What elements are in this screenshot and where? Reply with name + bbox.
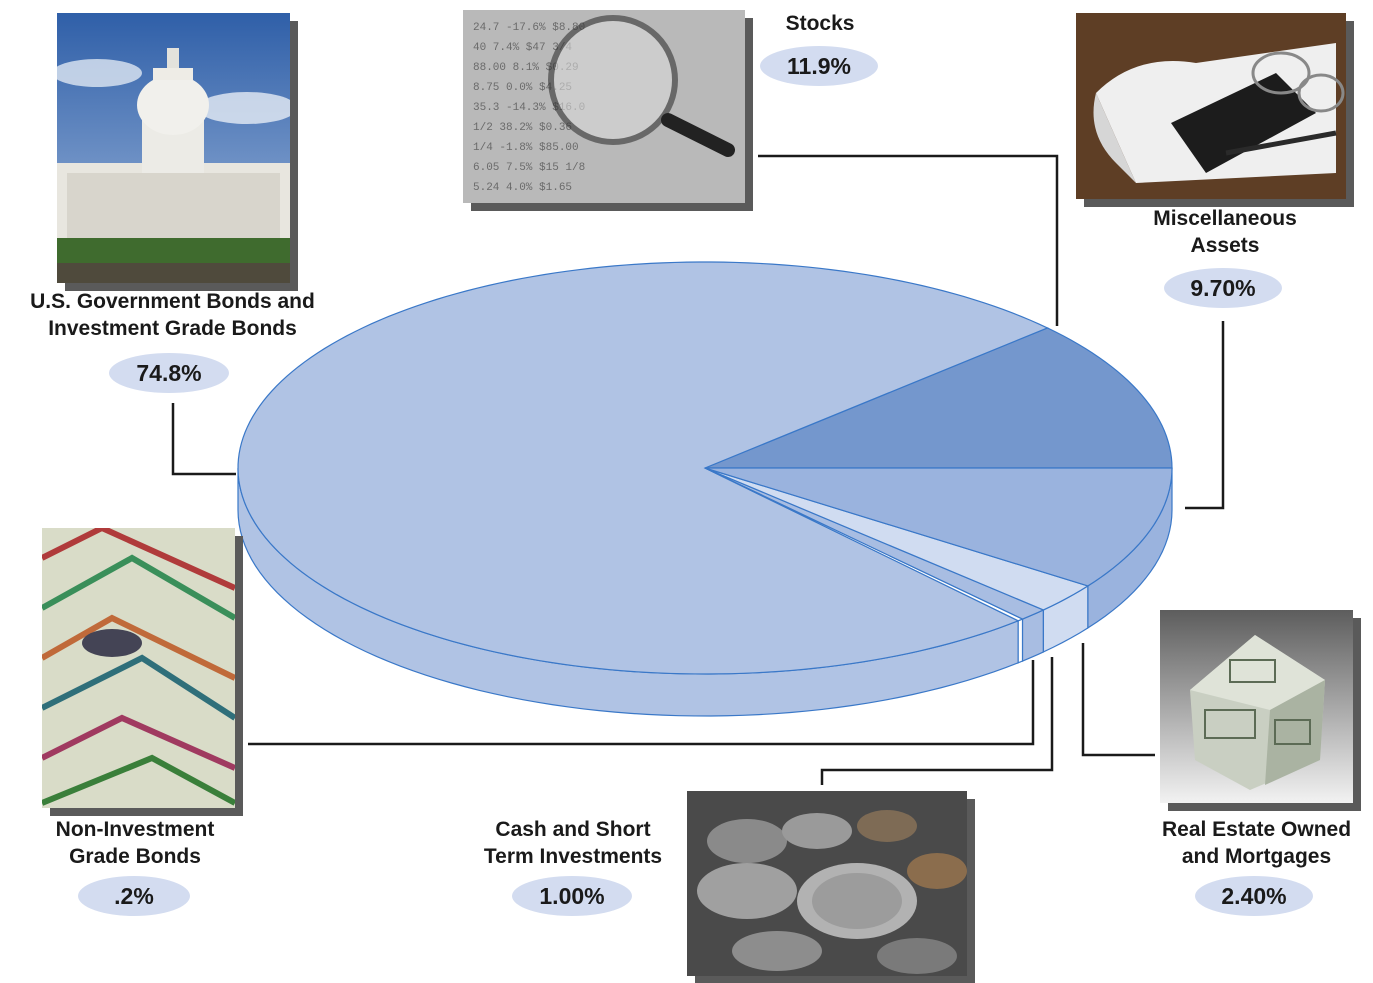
pie-slice-u-s-government-bonds-and-investment-grade-bonds	[237, 261, 1049, 675]
pie-side-non-investment-grade-bonds	[1017, 618, 1024, 664]
label-gov-bonds: U.S. Government Bonds and Investment Gra…	[0, 288, 345, 342]
label-realestate-line2: and Mortgages	[1181, 845, 1332, 868]
label-cash: Cash and Short Term Investments	[462, 816, 684, 870]
label-cash-line2: Term Investments	[483, 845, 663, 868]
magnifier-stock-table-photo: 24.7 -17.6% $8.80 40 7.4% $47 3/4 88.00 …	[463, 10, 745, 203]
label-misc-line1: Miscellaneous	[1153, 207, 1297, 230]
leader-line-cash	[820, 657, 1054, 785]
svg-text:8.75 0.0% $4.25: 8.75 0.0% $4.25	[473, 82, 572, 94]
leader-line-nonib	[248, 660, 1035, 746]
label-nonib: Non-Investment Grade Bonds	[30, 816, 240, 870]
label-misc-line2: Assets	[1190, 234, 1260, 257]
svg-text:1/2 38.2% $0.36: 1/2 38.2% $0.36	[473, 122, 572, 134]
leader-line-realestate	[1081, 643, 1155, 757]
leader-line-stocks	[758, 154, 1059, 326]
bond-certificates-photo	[42, 528, 235, 808]
label-realestate-line1: Real Estate Owned	[1161, 818, 1352, 841]
leader-lines	[171, 154, 1225, 785]
pct-realestate: 2.40%	[1195, 876, 1313, 916]
svg-text:6.05 7.5% $15 1/8: 6.05 7.5% $15 1/8	[473, 162, 585, 174]
capitol-building-photo	[57, 13, 290, 283]
pct-gov-bonds: 74.8%	[109, 353, 229, 393]
leader-line-misc	[1185, 321, 1225, 510]
label-nonib-line1: Non-Investment	[55, 818, 215, 841]
notebook-pen-glasses-photo	[1076, 13, 1346, 199]
pct-stocks: 11.9%	[760, 46, 878, 86]
label-stocks: Stocks	[770, 10, 870, 37]
pie-slice-miscellaneous-assets	[704, 467, 1173, 587]
label-misc: Miscellaneous Assets	[1120, 205, 1330, 259]
pie-slice-stocks	[704, 327, 1173, 469]
pct-nonib: .2%	[78, 876, 190, 916]
label-realestate: Real Estate Owned and Mortgages	[1140, 816, 1373, 870]
leader-line-gov-bonds	[171, 403, 236, 476]
dollar-house-photo	[1160, 610, 1353, 803]
svg-text:40 7.4% $47 3/4: 40 7.4% $47 3/4	[473, 42, 572, 54]
label-stocks-text: Stocks	[785, 12, 855, 35]
coins-photo	[687, 791, 967, 976]
svg-text:24.7 -17.6% $8.80: 24.7 -17.6% $8.80	[473, 22, 585, 34]
label-cash-line1: Cash and Short	[495, 818, 651, 841]
label-gov-bonds-line1: U.S. Government Bonds and	[30, 290, 315, 313]
pct-cash: 1.00%	[512, 876, 632, 916]
label-gov-bonds-line2: Investment Grade Bonds	[48, 317, 297, 340]
svg-text:1/4 -1.8% $85.00: 1/4 -1.8% $85.00	[473, 142, 579, 154]
pct-misc: 9.70%	[1164, 268, 1282, 308]
svg-text:5.24 4.0% $1.65: 5.24 4.0% $1.65	[473, 182, 572, 194]
pie-top-surface	[237, 261, 1173, 675]
label-nonib-line2: Grade Bonds	[69, 845, 201, 868]
pie-slice-real-estate-owned-and-mortgages	[704, 467, 1090, 611]
